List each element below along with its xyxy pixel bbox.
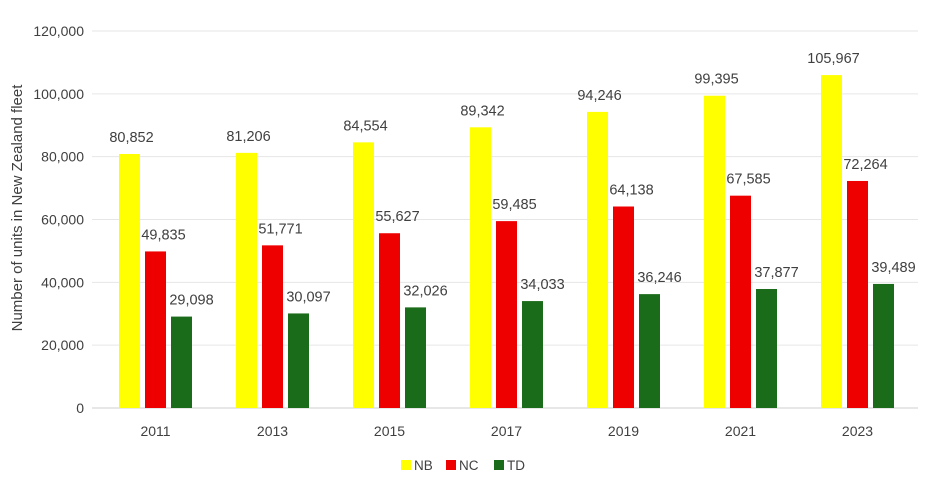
bar-td-2011 xyxy=(171,316,192,408)
bar-nb-2019 xyxy=(587,111,608,408)
data-label-nb-2011: 80,852 xyxy=(109,130,153,146)
data-label-nc-2023: 72,264 xyxy=(843,157,887,173)
bar-td-2019 xyxy=(639,294,660,408)
bar-nc-2019 xyxy=(613,206,634,408)
y-tick-label: 80,000 xyxy=(41,149,84,165)
bar-nc-2013 xyxy=(262,245,283,408)
x-tick-label: 2023 xyxy=(842,423,873,439)
bar-nb-2015 xyxy=(353,142,374,409)
legend-label-nc: NC xyxy=(459,458,479,473)
x-axis-ticks: 2011 2013 2015 2017 2019 2021 2023 xyxy=(140,423,873,439)
bar-td-2015 xyxy=(405,307,426,408)
y-tick-label: 40,000 xyxy=(41,274,84,290)
y-tick-label: 0 xyxy=(76,400,84,416)
y-axis-title: Number of units in New Zealand fleet xyxy=(9,84,26,332)
bar-nb-2013 xyxy=(236,152,257,408)
data-label-td-2015: 32,026 xyxy=(403,283,447,299)
bar-nc-2023 xyxy=(847,180,868,408)
legend-swatch-nc xyxy=(446,460,456,470)
bar-td-2023 xyxy=(873,283,894,408)
x-tick-label: 2011 xyxy=(140,423,170,439)
data-label-nc-2017: 59,485 xyxy=(492,197,536,213)
bar-nc-2011 xyxy=(145,251,166,408)
y-tick-label: 20,000 xyxy=(41,337,84,353)
data-label-td-2017: 34,033 xyxy=(520,277,564,293)
x-tick-label: 2019 xyxy=(608,423,639,439)
legend-label-nb: NB xyxy=(414,458,433,473)
bar-nc-2017 xyxy=(496,221,517,408)
bar-nb-2021 xyxy=(704,95,725,408)
data-label-td-2013: 30,097 xyxy=(286,289,330,305)
data-label-nb-2013: 81,206 xyxy=(226,129,270,145)
y-tick-label: 100,000 xyxy=(33,86,84,102)
data-label-td-2021: 37,877 xyxy=(754,265,798,281)
data-label-nb-2021: 99,395 xyxy=(694,72,738,88)
data-label-nc-2021: 67,585 xyxy=(726,172,770,188)
bar-td-2021 xyxy=(756,289,777,408)
data-label-td-2011: 29,098 xyxy=(169,293,213,309)
data-label-nc-2011: 49,835 xyxy=(141,227,185,243)
legend-swatch-td xyxy=(494,460,504,470)
legend: NB NC TD xyxy=(401,458,525,473)
legend-label-td: TD xyxy=(507,458,525,473)
bar-nc-2015 xyxy=(379,233,400,408)
data-labels: 80,852 49,835 29,098 81,206 51,771 30,097 84,5… xyxy=(109,51,915,308)
bar-nb-2023 xyxy=(821,75,842,408)
bar-nc-2021 xyxy=(730,195,751,408)
data-label-nb-2015: 84,554 xyxy=(343,118,387,134)
y-tick-label: 120,000 xyxy=(33,23,84,39)
x-tick-label: 2013 xyxy=(257,423,288,439)
data-label-nc-2013: 51,771 xyxy=(258,221,302,237)
y-axis-ticks: 0 20,000 40,000 60,000 80,000 100,000 120,000 xyxy=(33,23,84,416)
bar-td-2013 xyxy=(288,313,309,408)
bar-nb-2011 xyxy=(119,153,140,408)
x-tick-label: 2021 xyxy=(725,423,756,439)
x-tick-label: 2017 xyxy=(491,423,522,439)
data-label-td-2023: 39,489 xyxy=(871,260,915,276)
data-label-nc-2019: 64,138 xyxy=(609,182,653,198)
data-label-nc-2015: 55,627 xyxy=(375,209,419,225)
x-tick-label: 2015 xyxy=(374,423,405,439)
data-label-nb-2023: 105,967 xyxy=(807,51,859,67)
data-label-td-2019: 36,246 xyxy=(637,270,681,286)
bar-nb-2017 xyxy=(470,127,491,409)
data-label-nb-2019: 94,246 xyxy=(577,88,621,104)
legend-swatch-nb xyxy=(401,460,411,470)
data-label-nb-2017: 89,342 xyxy=(460,103,504,119)
bar-td-2017 xyxy=(522,301,543,408)
y-tick-label: 60,000 xyxy=(41,212,84,228)
bars xyxy=(119,75,894,409)
